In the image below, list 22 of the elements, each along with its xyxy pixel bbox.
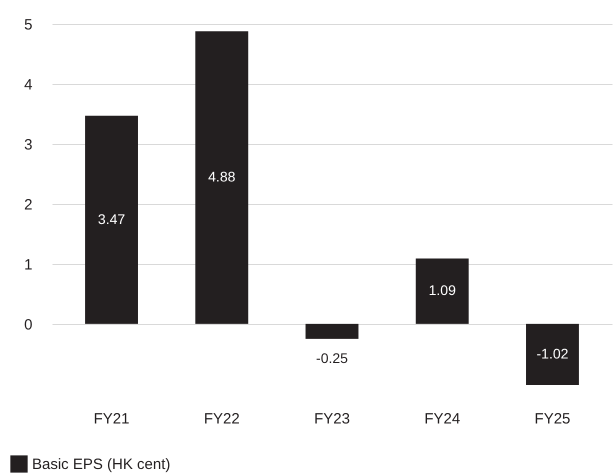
bar <box>306 324 358 339</box>
x-tick-label: FY23 <box>314 410 350 428</box>
bar <box>195 31 248 324</box>
y-tick-label: 3 <box>24 136 32 154</box>
y-tick-label: 2 <box>24 196 32 214</box>
y-tick-label: 4 <box>24 76 32 94</box>
data-label: -1.02 <box>536 345 569 362</box>
y-tick-label: 5 <box>24 16 32 34</box>
data-label: 1.09 <box>428 282 456 298</box>
data-label: -0.25 <box>316 350 348 366</box>
y-tick-label: 0 <box>24 316 32 334</box>
x-tick-label: FY25 <box>534 410 570 428</box>
x-tick-label: FY24 <box>424 410 460 428</box>
bar <box>416 258 469 324</box>
data-label: 4.88 <box>208 168 236 185</box>
y-tick-label: 1 <box>24 256 32 274</box>
bar <box>526 324 579 385</box>
x-tick-label: FY22 <box>204 410 240 428</box>
data-label: 3.47 <box>98 210 126 227</box>
x-tick-label: FY21 <box>94 410 130 428</box>
bar <box>85 116 138 324</box>
legend-label: Basic EPS (HK cent) <box>32 456 170 473</box>
